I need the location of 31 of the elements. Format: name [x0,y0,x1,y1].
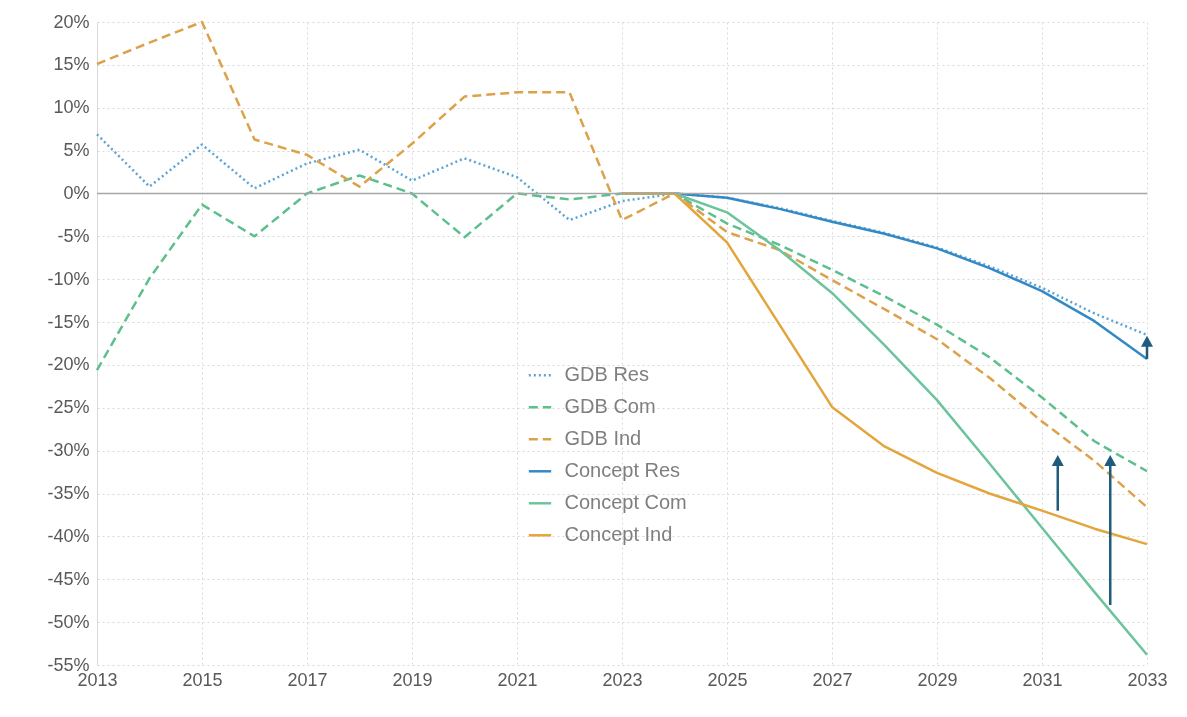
legend-label: GDB Ind [564,427,642,450]
x-tick-label: 2027 [812,669,853,690]
y-tick-label: -15% [47,311,90,332]
y-tick-label: 5% [63,140,90,161]
y-tick-label: -10% [47,268,90,289]
x-tick-label: 2015 [182,669,223,690]
y-tick-label: -45% [47,568,90,589]
legend-label: Concept Ind [564,523,673,546]
y-tick-label: -40% [47,525,90,546]
x-tick-label: 2021 [497,669,538,690]
legend-label: GDB Com [564,395,656,418]
x-tick-label: 2023 [602,669,643,690]
x-tick-label: 2033 [1127,669,1168,690]
x-tick-label: 2019 [392,669,433,690]
x-tick-label: 2017 [287,669,328,690]
legend-label: GDB Res [564,363,649,386]
y-tick-label: 0% [63,182,90,203]
y-tick-label: -30% [47,440,90,461]
y-tick-label: -35% [47,483,90,504]
y-tick-label: 15% [53,54,90,75]
y-tick-label: -5% [57,225,90,246]
y-tick-label: -50% [47,611,90,632]
legend-label: Concept Res [564,459,681,482]
x-tick-label: 2029 [917,669,958,690]
y-tick-label: -25% [47,397,90,418]
y-tick-label: 10% [53,97,90,118]
legend-label: Concept Com [564,491,687,514]
y-tick-label: -20% [47,354,90,375]
x-tick-label: 2025 [707,669,748,690]
x-tick-label: 2031 [1022,669,1063,690]
y-tick-label: 20% [53,11,90,32]
